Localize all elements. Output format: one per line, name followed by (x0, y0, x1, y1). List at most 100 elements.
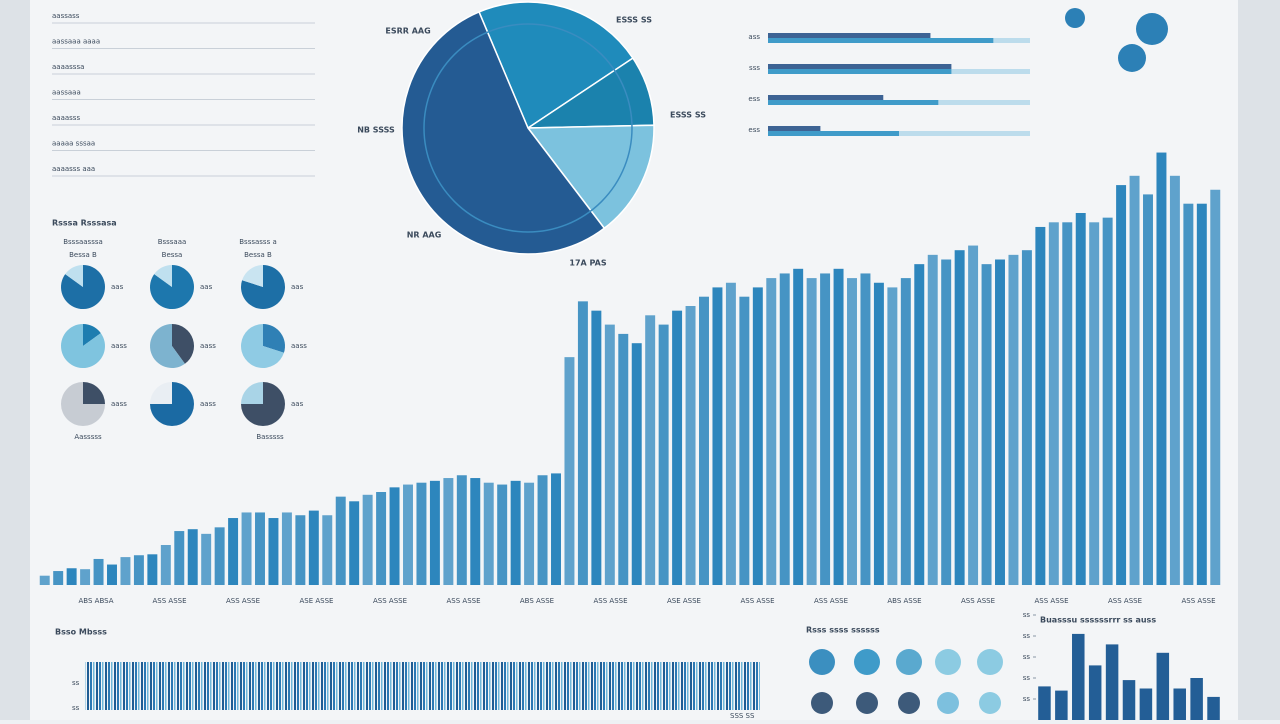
bar (1183, 203, 1194, 585)
bar (577, 301, 588, 585)
bar (968, 245, 979, 586)
bar (1021, 250, 1032, 585)
bar (806, 278, 817, 585)
bar (389, 487, 400, 585)
bar (1088, 665, 1102, 720)
bar (927, 254, 938, 585)
mini-pie-label: aass (200, 400, 216, 408)
bar (53, 571, 64, 585)
bar (214, 527, 225, 585)
bar (618, 333, 629, 585)
bar (1102, 217, 1113, 585)
y-tick-label: ss (1023, 695, 1031, 703)
bar (766, 278, 777, 585)
list-item: aaaasssa (52, 63, 84, 71)
bar (524, 482, 535, 585)
bar (497, 484, 508, 585)
annotation: ESRR AAG (385, 27, 430, 36)
bar (564, 357, 575, 585)
x-tick-label: ASS ASSE (1182, 597, 1216, 605)
mini-pie-slice (61, 382, 105, 426)
bar (768, 131, 899, 136)
mini-pie-label: aass (200, 342, 216, 350)
bar (699, 296, 709, 585)
bar (443, 478, 454, 585)
footer-label: Basssss (256, 433, 284, 441)
bar (833, 268, 844, 585)
x-tick-label: ASE ASSE (300, 597, 334, 605)
bar (1173, 688, 1186, 720)
mini-pie-label: aas (291, 400, 304, 408)
list-item: aaaasss (52, 114, 80, 122)
row-label: ess (748, 126, 760, 134)
bar (187, 529, 198, 585)
bar (403, 484, 413, 585)
bar (941, 259, 952, 585)
bar (658, 324, 669, 585)
bar (456, 475, 467, 585)
bar (1210, 189, 1221, 585)
bar (1169, 175, 1180, 586)
slice-label: ESSS SS (616, 16, 652, 25)
row-label: ess (748, 95, 760, 103)
bar (672, 310, 683, 585)
bar (335, 496, 346, 585)
mini-pie-label: aass (111, 342, 127, 350)
y-tick-label: ss (1023, 632, 1031, 640)
column-header: Bsssaaa (158, 238, 187, 246)
bar (133, 555, 144, 585)
bar (768, 33, 931, 38)
column-subheader: Bessa B (244, 251, 272, 259)
y-tick-label: ss (1023, 674, 1031, 682)
bar (954, 250, 965, 585)
bar (429, 480, 440, 585)
mini-pie-slice (60, 324, 105, 368)
mini-pie-label: aass (111, 400, 127, 408)
bar (1156, 152, 1167, 586)
x-tick-label: ASS ASSE (814, 597, 848, 605)
bar (1207, 696, 1220, 720)
column-subheader: Bessa B (69, 251, 97, 259)
x-tick-label: ASS ASSE (961, 597, 995, 605)
mini-pie-label: aas (200, 283, 213, 291)
bar (322, 515, 333, 585)
bar (147, 554, 158, 585)
bar (768, 64, 952, 69)
chart-title: Buasssu ssssssrrr ss auss (1040, 616, 1156, 625)
mini-pie-slice (65, 265, 83, 287)
bar (349, 501, 360, 585)
bar (712, 287, 723, 585)
list-item: aassaaa aaaa (52, 38, 100, 46)
mini-pie-slice (263, 324, 285, 353)
bar (779, 273, 790, 585)
bar (93, 558, 104, 585)
pie-slice (526, 124, 655, 230)
bar (768, 95, 884, 100)
bar (1072, 633, 1085, 720)
bar (376, 492, 387, 585)
bar (887, 287, 898, 585)
side-panel (1238, 0, 1280, 720)
mini-pie-label: aas (111, 283, 124, 291)
bar (1116, 185, 1127, 585)
bar (752, 287, 763, 585)
axis-label: ss (72, 679, 80, 687)
bar (1055, 690, 1068, 720)
bar (66, 568, 77, 585)
bar (1008, 254, 1019, 585)
bar (604, 324, 615, 585)
mini-pie-slice (241, 382, 263, 404)
bar (483, 482, 494, 585)
bar (120, 557, 131, 585)
bar (725, 282, 736, 585)
x-tick-label: ASS ASSE (447, 597, 481, 605)
mini-pie-slice (83, 382, 105, 404)
mini-pie-slice (241, 324, 284, 368)
mini-pie-slice (150, 324, 185, 368)
bar (268, 518, 279, 585)
bar (1156, 652, 1170, 720)
bar (1143, 194, 1153, 585)
bar (1139, 688, 1153, 720)
bar (1122, 680, 1136, 720)
